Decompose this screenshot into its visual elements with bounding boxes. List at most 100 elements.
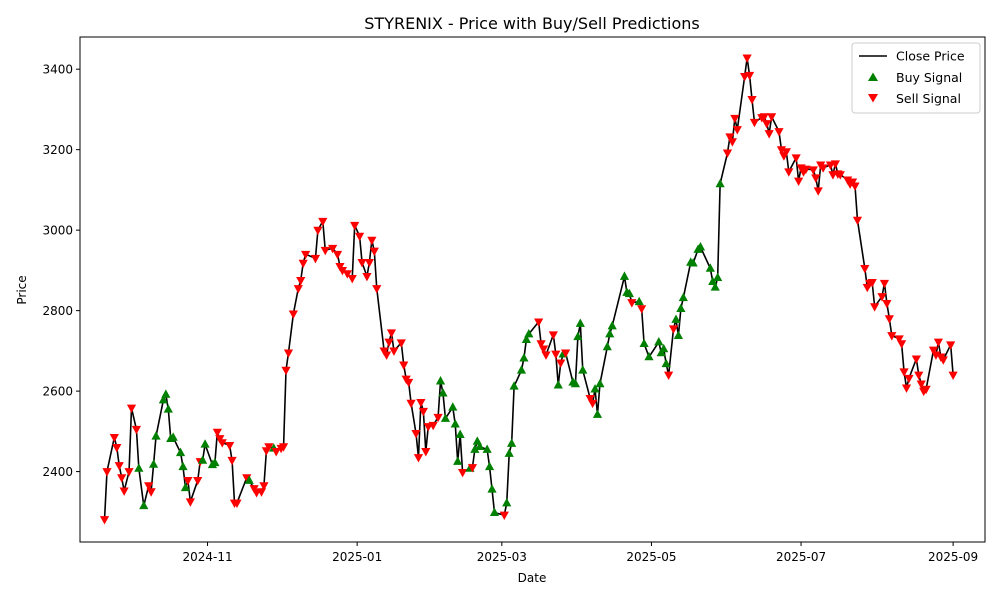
sell-signal-marker	[727, 138, 737, 147]
buy-signal-marker	[578, 365, 588, 374]
sell-signal-marker	[283, 349, 294, 358]
sell-signal-marker	[411, 429, 421, 439]
legend-label-buy-signal: Buy Signal	[896, 70, 962, 85]
buy-signal-marker	[516, 365, 527, 374]
buy-signal-marker	[570, 378, 581, 388]
buy-signal-marker	[482, 444, 492, 453]
sell-signal-marker	[320, 246, 330, 256]
legend: Close Price Buy Signal Sell Signal	[851, 42, 981, 114]
buy-signal-marker	[178, 461, 188, 471]
sell-signal-marker	[396, 339, 406, 348]
sell-signal-marker	[389, 347, 399, 356]
legend-buy-swatch	[868, 72, 878, 81]
y-tick-label: 3200	[42, 143, 73, 157]
sell-signal-marker	[744, 71, 755, 81]
buy-signal-marker	[619, 271, 630, 280]
buy-signal-marker	[134, 463, 144, 472]
sell-signal-marker	[882, 299, 892, 309]
buy-signal-marker	[713, 272, 723, 282]
buy-signal-marker	[440, 413, 451, 422]
sell-signal-marker	[318, 217, 328, 227]
buy-signal-marker	[161, 389, 171, 398]
sell-signal-marker	[354, 232, 365, 242]
sell-signal-marker	[428, 421, 438, 431]
buy-signal-marker	[175, 447, 186, 457]
sell-signal-marker	[298, 259, 308, 269]
buy-signal-marker	[605, 328, 615, 338]
sell-signal-marker	[587, 399, 598, 409]
buy-signal-marker	[455, 429, 465, 438]
buy-signal-marker	[200, 439, 210, 448]
sell-signal-marker	[830, 160, 840, 169]
sell-signal-marker	[791, 154, 801, 163]
legend-box	[851, 42, 981, 114]
buy-signal-marker	[180, 482, 191, 492]
sell-signal-marker	[99, 516, 110, 525]
sell-signal-marker	[538, 345, 549, 354]
sell-signal-marker	[781, 148, 791, 157]
sell-signal-marker	[899, 368, 909, 377]
sell-signal-marker	[904, 374, 914, 384]
sell-signal-marker	[894, 335, 904, 344]
legend-label-close-price: Close Price	[896, 49, 965, 64]
sell-signal-marker	[119, 487, 129, 496]
buy-signal-marker	[507, 438, 517, 447]
buy-signal-marker	[695, 242, 706, 251]
buy-signal-marker	[634, 296, 644, 306]
sell-signal-marker	[146, 488, 156, 497]
axes-frame	[79, 36, 986, 543]
buy-signal-marker	[450, 419, 460, 428]
sell-signal-marker	[386, 329, 397, 338]
sell-signal-marker	[369, 247, 379, 257]
sell-signal-marker	[293, 285, 303, 294]
sell-signal-marker	[884, 315, 894, 324]
x-tick-label: 2025-03	[477, 550, 527, 564]
legend-sell-swatch	[868, 94, 878, 103]
sell-signal-marker	[384, 338, 394, 348]
sell-signal-marker	[124, 468, 134, 477]
sell-signal-marker	[183, 477, 193, 486]
sell-signal-marker	[948, 371, 958, 381]
sell-signal-marker	[747, 95, 757, 105]
sell-signal-marker	[742, 54, 752, 63]
sell-signal-marker	[301, 250, 311, 260]
sell-signal-marker	[413, 454, 424, 463]
sell-signal-marker	[541, 351, 551, 360]
sell-signal-marker	[916, 380, 926, 389]
sell-signal-marker	[117, 474, 127, 483]
sell-signal-marker	[433, 413, 443, 423]
sell-signal-marker	[870, 303, 880, 312]
sell-signal-marker	[897, 340, 907, 349]
buy-signal-marker	[158, 394, 168, 404]
sell-signal-marker	[264, 443, 274, 452]
x-axis: 2024-11 2025-01 2025-03 2025-05 2025-07 2025-…	[182, 542, 978, 564]
y-tick-label: 3400	[42, 62, 73, 76]
buy-signal-marker	[595, 378, 605, 388]
buy-signal-marker	[470, 444, 480, 453]
sell-signal-marker	[879, 279, 890, 289]
sell-signal-marker	[310, 254, 321, 264]
y-axis-label: Price	[15, 275, 29, 304]
sell-signal-marker	[938, 356, 948, 365]
x-tick-label: 2025-07	[776, 550, 826, 564]
sell-signal-marker	[256, 488, 267, 497]
sell-signal-marker	[350, 221, 360, 231]
buy-signal-marker	[504, 448, 514, 457]
sell-signal-marker	[109, 433, 119, 443]
sell-signal-marker	[406, 399, 416, 409]
sell-signal-marker	[347, 275, 357, 284]
sell-signal-marker	[730, 114, 740, 124]
x-tick-label: 2024-11	[182, 550, 232, 564]
buy-signal-marker	[553, 380, 563, 389]
y-tick-label: 2800	[42, 304, 73, 318]
sell-signal-marker	[362, 273, 372, 282]
buy-signal-marker	[688, 258, 698, 267]
buy-signal-marker	[676, 303, 686, 313]
sell-signal-marker	[232, 499, 242, 508]
sell-signal-marker	[467, 464, 478, 473]
buy-signal-marker	[519, 353, 529, 362]
plot-area	[99, 54, 958, 525]
sell-signal-marker	[227, 456, 237, 466]
